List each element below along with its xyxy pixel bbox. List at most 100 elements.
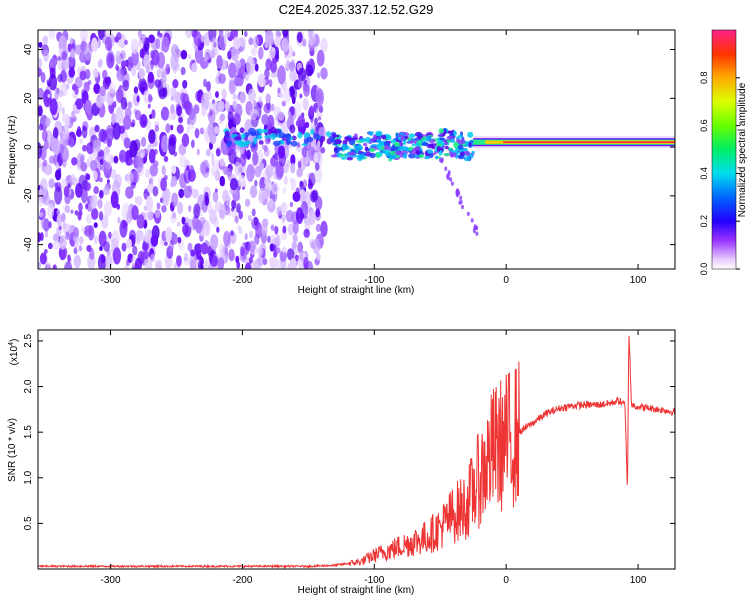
noise-speck-346 <box>110 168 117 180</box>
noise-speck-441 <box>228 79 236 95</box>
trace-blob-282 <box>339 153 346 157</box>
noise-speck-617 <box>187 218 193 227</box>
noise-speck-880 <box>304 121 310 129</box>
noise-speck-1295 <box>320 67 328 80</box>
noise-speck-1189 <box>125 210 133 224</box>
noise-speck-817 <box>48 73 58 91</box>
noise-speck-1231 <box>160 74 167 84</box>
noise-speck-1149 <box>260 78 266 86</box>
noise-speck-1136 <box>204 48 212 60</box>
noise-speck-937 <box>206 81 211 92</box>
noise-speck-795 <box>316 49 325 67</box>
noise-speck-1104 <box>38 196 44 207</box>
onset-blob-16 <box>243 140 252 145</box>
noise-speck-1241 <box>190 249 196 257</box>
onset-blob-56 <box>254 130 260 136</box>
noise-speck-615 <box>47 242 53 250</box>
noise-speck-1218 <box>227 111 234 123</box>
trace-blob-256 <box>334 139 342 145</box>
onset-blob-58 <box>304 138 310 145</box>
trace-blob-306 <box>438 141 445 145</box>
noise-speck-215 <box>73 254 81 269</box>
noise-speck-1245 <box>80 187 88 204</box>
noise-speck-1197 <box>252 35 260 49</box>
trace-blob-319 <box>400 135 405 142</box>
noise-speck-364 <box>178 116 183 124</box>
noise-speck-767 <box>255 222 263 239</box>
noise-speck-337 <box>248 257 253 264</box>
trace-blob-184 <box>373 134 377 139</box>
noise-speck-1256 <box>113 100 117 108</box>
noise-speck-489 <box>184 252 189 261</box>
noise-speck-1288 <box>150 253 155 263</box>
noise-speck-1070 <box>131 205 139 221</box>
noise-speck-1250 <box>183 185 192 199</box>
noise-speck-1257 <box>99 85 106 97</box>
snr-frame <box>37 329 676 570</box>
noise-speck-529 <box>84 225 93 237</box>
noise-speck-878 <box>136 95 140 103</box>
snr-panel: -300 -200 -100 0 100 0.5 1.0 1.5 2.0 2.5 Height … <box>7 329 676 596</box>
noise-speck-1226 <box>182 79 188 89</box>
noise-speck-530 <box>98 177 103 183</box>
snr-x-tick-label-2: -100 <box>364 575 384 586</box>
noise-speck-968 <box>119 219 128 238</box>
branch-blob-27 <box>456 191 460 197</box>
noise-speck-1157 <box>265 30 274 46</box>
trace-blob-317 <box>357 154 366 160</box>
onset-blob-24 <box>290 140 298 147</box>
noise-speck-696 <box>320 37 328 53</box>
noise-speck-572 <box>164 241 168 247</box>
spectrogram-x-ticks: -300 -200 -100 0 100 <box>101 30 647 286</box>
noise-speck-974 <box>283 175 288 185</box>
noise-speck-1026 <box>148 148 156 164</box>
noise-speck-860 <box>179 155 187 168</box>
noise-speck-976 <box>170 86 177 98</box>
trace-blob-89 <box>409 139 414 144</box>
noise-speck-227 <box>320 220 328 237</box>
spectrogram-y-tick-label-3: 20 <box>23 92 34 104</box>
onset-blob-64 <box>234 140 240 145</box>
trace-blob-264 <box>463 156 471 162</box>
noise-speck-712 <box>62 113 70 124</box>
noise-speck-1126 <box>96 145 101 152</box>
noise-speck-336 <box>104 200 112 218</box>
noise-speck-916 <box>315 253 321 261</box>
noise-speck-1058 <box>43 49 49 62</box>
branch-blob-4 <box>475 231 479 236</box>
noise-speck-1263 <box>172 79 179 89</box>
noise-speck-598 <box>54 185 63 205</box>
noise-speck-1090 <box>118 125 126 134</box>
noise-speck-1030 <box>71 157 78 166</box>
noise-speck-1208 <box>93 83 101 95</box>
noise-speck-1127 <box>232 93 237 101</box>
onset-blob-42 <box>313 133 320 140</box>
noise-speck-1227 <box>144 229 151 244</box>
noise-speck-1099 <box>58 89 64 98</box>
noise-speck-1055 <box>258 162 265 171</box>
noise-speck-934 <box>193 203 201 219</box>
noise-speck-1271 <box>289 69 297 82</box>
spectrogram-y-tick-label-4: 40 <box>23 44 34 56</box>
noise-speck-1280 <box>98 189 104 199</box>
noise-speck-259 <box>254 179 258 187</box>
noise-speck-678 <box>270 72 275 79</box>
spectrogram-x-tick-label-0: -300 <box>101 275 121 286</box>
noise-speck-1269 <box>113 155 119 164</box>
noise-speck-971 <box>92 170 98 181</box>
noise-speck-944 <box>240 246 245 257</box>
snr-x-label: Height of straight line (km) <box>298 585 415 596</box>
noise-speck-994 <box>211 37 219 52</box>
noise-speck-1261 <box>148 129 156 144</box>
noise-speck-882 <box>264 177 269 186</box>
noise-speck-1242 <box>68 67 76 78</box>
noise-speck-1033 <box>216 226 220 233</box>
noise-speck-1209 <box>289 124 296 134</box>
trace-blob-22 <box>467 131 474 138</box>
noise-speck-1076 <box>73 104 77 110</box>
trace-blob-312 <box>393 141 400 147</box>
branch-blob-25 <box>466 211 470 217</box>
branch-blob-19 <box>445 174 449 179</box>
noise-speck-1119 <box>277 111 285 121</box>
noise-speck-328 <box>289 106 296 116</box>
